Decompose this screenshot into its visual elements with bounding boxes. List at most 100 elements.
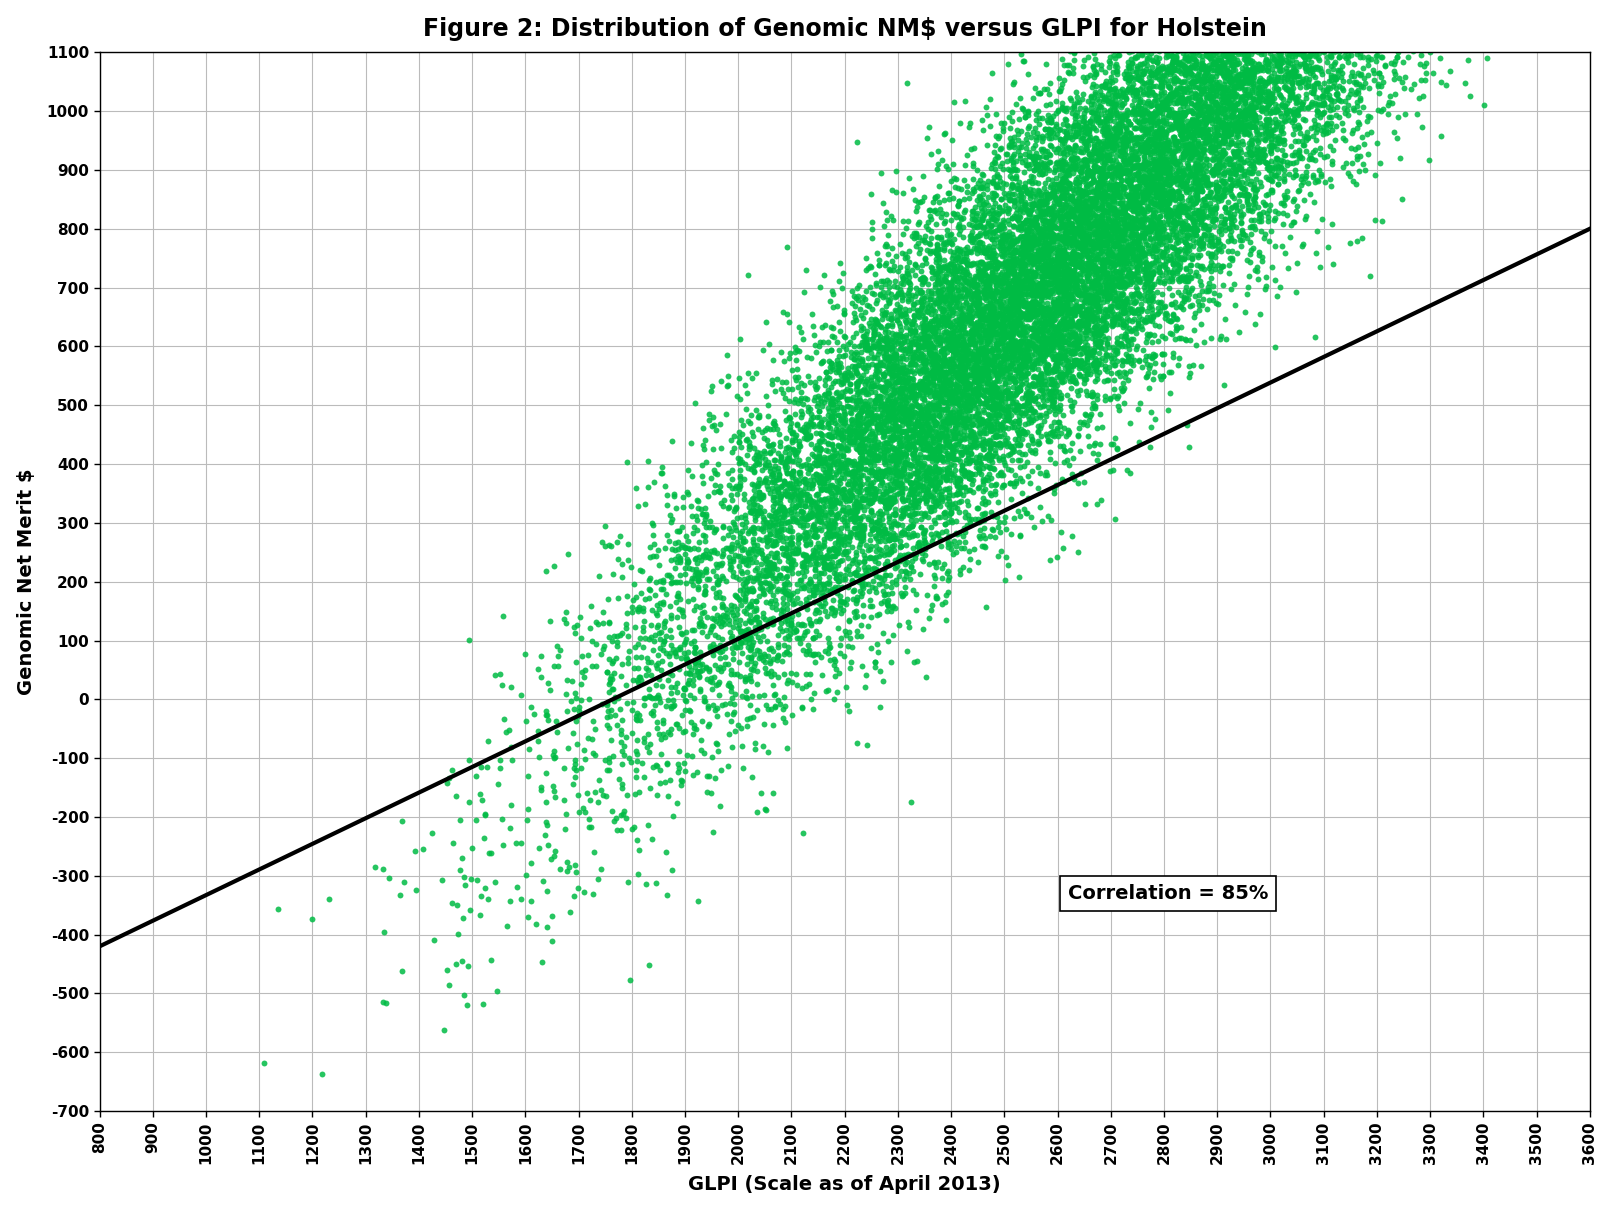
Point [947,381,973,401]
Point [1282,110,1307,130]
Point [849,516,875,535]
Point [809,440,834,459]
Point [1160,142,1186,161]
Point [978,351,1004,371]
Point [1101,312,1127,332]
Point [650,592,676,612]
Point [915,535,941,555]
Point [910,328,936,348]
Point [978,446,1004,465]
Point [880,466,905,486]
Point [1052,195,1078,214]
Point [926,177,952,196]
Point [914,435,939,454]
Point [1336,71,1362,91]
Point [1127,104,1152,124]
Point [914,293,939,312]
Point [521,705,547,724]
Point [970,173,996,193]
Point [1022,79,1047,98]
Point [1067,248,1093,268]
Point [1183,263,1209,282]
Point [849,656,875,676]
Point [1236,133,1262,153]
Point [1046,281,1072,300]
Point [899,396,925,415]
Point [1089,251,1115,270]
Point [809,466,834,486]
Point [1127,212,1152,231]
Point [789,553,815,573]
Point [1231,115,1257,134]
Point [1070,312,1096,332]
Point [1246,71,1272,91]
Point [931,442,957,461]
Point [731,539,757,558]
Point [1127,113,1152,132]
Point [1202,74,1228,93]
Point [1070,357,1096,377]
Point [1225,142,1251,161]
Point [789,557,815,576]
Point [868,338,894,357]
Point [1112,163,1138,183]
Point [1117,225,1143,245]
Point [1028,348,1054,367]
Point [734,655,760,675]
Point [960,356,986,375]
Point [1091,205,1117,224]
Point [1057,223,1083,242]
Point [1151,274,1177,293]
Point [659,512,684,532]
Point [718,596,744,615]
Point [1190,207,1215,226]
Point [1165,131,1191,150]
Point [1046,294,1072,314]
Point [689,661,715,681]
Point [641,535,667,555]
Point [1273,101,1299,120]
Point [834,421,860,441]
Point [926,441,952,460]
Point [1001,243,1027,263]
Point [873,523,899,543]
Point [1012,195,1038,214]
Point [759,661,784,681]
Point [1059,369,1085,389]
Point [791,516,817,535]
Point [1341,0,1367,12]
Point [1133,107,1159,126]
Point [1259,102,1285,121]
Point [1212,179,1238,199]
Point [970,253,996,272]
Point [876,385,902,404]
Point [563,862,589,882]
Point [1302,96,1328,115]
Point [1367,64,1393,84]
Point [783,444,809,464]
Point [799,304,825,323]
Point [893,357,918,377]
Point [989,246,1015,265]
Point [1080,443,1106,463]
Point [870,194,896,213]
Point [1172,136,1198,155]
Point [1169,88,1194,108]
Point [888,474,914,493]
Point [901,305,926,325]
Point [1162,138,1188,157]
Point [547,639,573,659]
Point [854,497,880,516]
Point [1354,111,1380,131]
Point [997,389,1023,408]
Point [817,458,843,477]
Point [988,420,1014,440]
Point [1077,269,1102,288]
Point [1272,97,1298,116]
Point [1035,254,1060,274]
Point [928,391,954,411]
Point [1212,99,1238,119]
Point [820,546,846,566]
Point [1012,356,1038,375]
Point [1119,225,1144,245]
